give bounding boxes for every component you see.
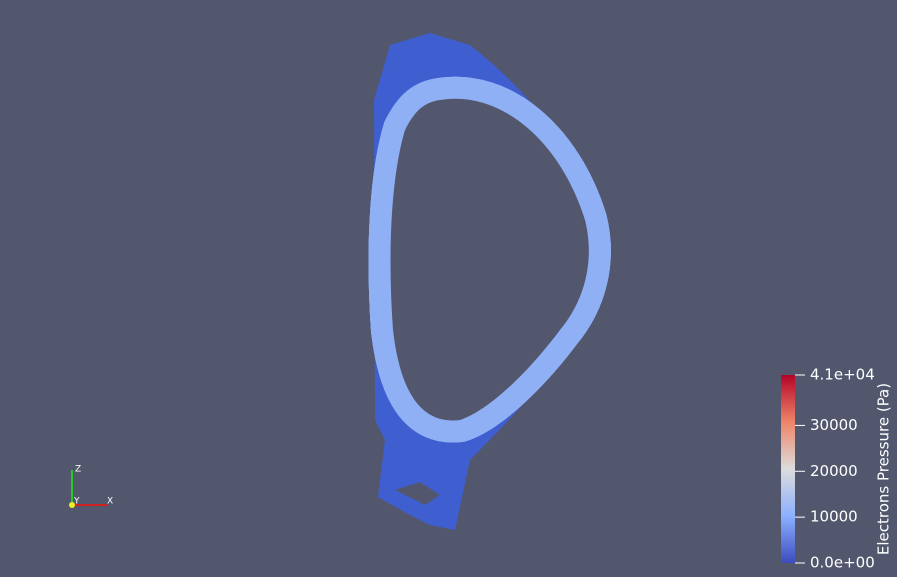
tick-label: 4.1e+04 [810,366,875,384]
axis-label: X [107,497,113,507]
orientation-axes: Z Y X [69,465,113,508]
tick-label: 10000 [810,508,858,526]
axis-label: Y [73,497,80,507]
color-bar-title: Electrons Pressure (Pa) [875,383,893,555]
tick-label: 0.0e+00 [810,554,875,572]
tick-label: 20000 [810,462,858,480]
color-bar-ticks: 4.1e+04 30000 20000 10000 0.0e+00 [795,366,875,572]
tick-label: 30000 [810,416,858,434]
color-bar [781,375,795,563]
plasma-mesh [374,33,603,530]
axis-label: Z [75,465,81,475]
